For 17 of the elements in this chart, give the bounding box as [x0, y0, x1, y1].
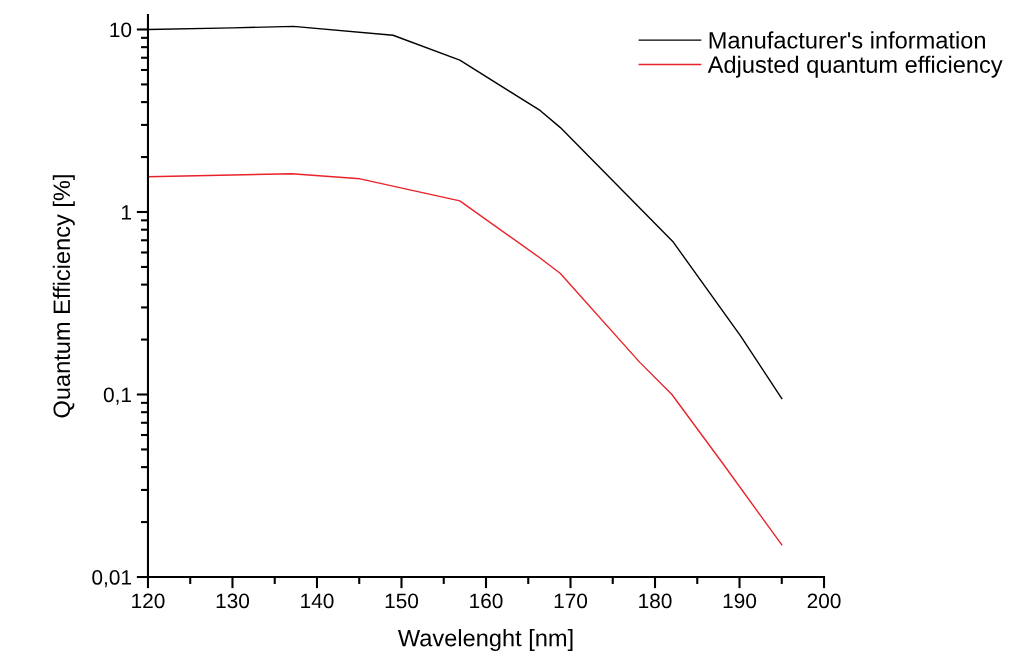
y-axis-title: Quantum Efficiency [%] [52, 175, 75, 418]
x-tick-label: 150 [385, 593, 419, 609]
x-axis-title: Wavelenght [nm] [397, 629, 573, 652]
y-tick-label: 10 [110, 22, 132, 38]
x-tick-label: 190 [723, 593, 757, 609]
x-tick-label: 180 [639, 593, 672, 609]
x-tick-label: 200 [807, 593, 841, 609]
y-tick-label: 0,01 [92, 570, 131, 588]
legend-label: Manufacturer's information [709, 31, 985, 49]
x-tick-label: 120 [132, 593, 165, 609]
x-tick-label: 130 [216, 593, 250, 609]
x-tick-label: 140 [301, 593, 334, 609]
x-tick-label: 170 [554, 593, 588, 609]
legend-label: Adjusted quantum efficiency [707, 55, 1003, 78]
y-tick-label: 0,1 [103, 387, 131, 405]
x-tick-label: 160 [470, 593, 503, 609]
y-tick-label: 1 [122, 205, 131, 220]
